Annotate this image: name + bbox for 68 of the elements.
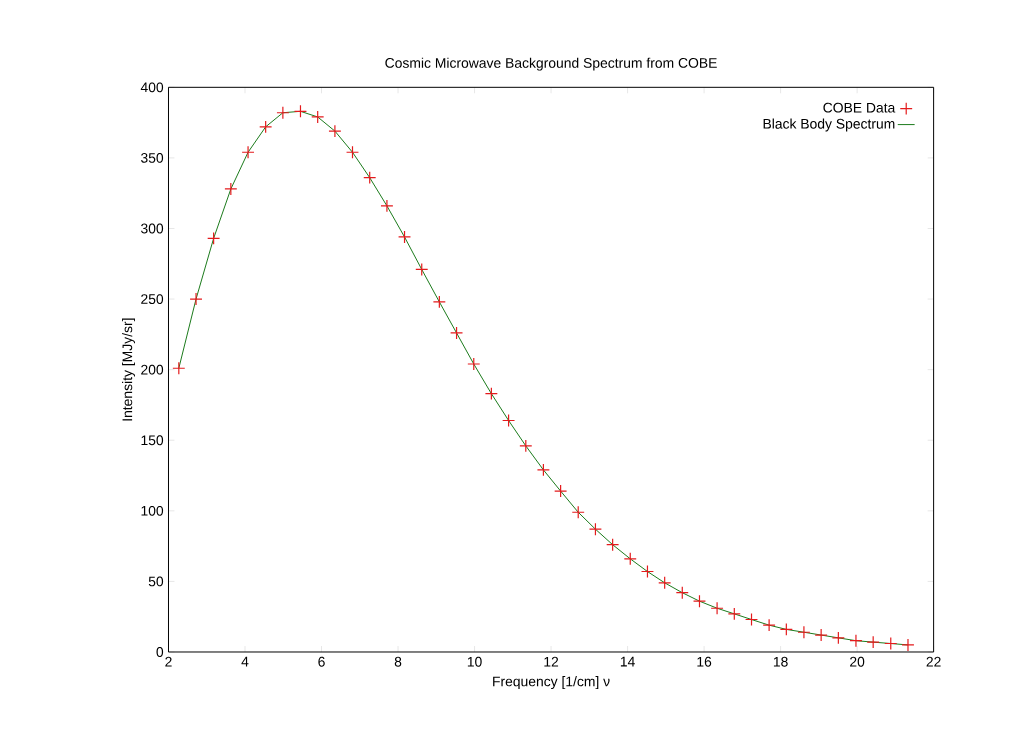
point — [692, 594, 707, 608]
point — [814, 628, 828, 642]
point — [727, 607, 741, 621]
point — [797, 625, 811, 639]
y-tick-label: 350 — [141, 152, 164, 163]
point — [380, 199, 394, 213]
point — [345, 145, 360, 159]
y-tick-label: 250 — [141, 293, 164, 304]
point — [831, 631, 845, 645]
point — [311, 110, 325, 124]
x-tick-label: 14 — [620, 656, 635, 667]
point — [901, 638, 915, 652]
chart-title: Cosmic Microwave Background Spectrum from COBE — [385, 57, 717, 71]
x-tick-label: 10 — [467, 656, 482, 667]
point — [189, 292, 203, 306]
point — [293, 104, 308, 118]
x-tick-label: 20 — [850, 656, 865, 667]
point — [207, 231, 221, 245]
x-tick-label: 16 — [697, 656, 712, 667]
y-tick-label: 100 — [141, 505, 164, 516]
y-tick-label: 0 — [156, 646, 164, 657]
x-tick-label: 4 — [241, 656, 249, 667]
point — [415, 262, 429, 276]
point — [884, 636, 898, 650]
legend-label: Black Body Spectrum — [763, 118, 895, 132]
y-tick-label: 50 — [148, 576, 164, 587]
point — [675, 585, 689, 600]
point — [276, 106, 290, 120]
x-tick-label: 18 — [773, 656, 788, 667]
x-tick-label: 6 — [318, 656, 325, 667]
y-tick-label: 200 — [141, 364, 164, 375]
point — [172, 361, 186, 375]
point — [484, 386, 498, 401]
point — [623, 552, 637, 566]
point — [571, 505, 585, 519]
x-tick-label: 2 — [165, 656, 172, 667]
point — [241, 145, 255, 159]
point — [658, 576, 672, 590]
y-tick-label: 300 — [141, 223, 164, 234]
x-axis-title: Frequency [1/cm] ν — [493, 675, 610, 689]
point — [363, 170, 377, 185]
point — [467, 357, 481, 371]
x-tick-label: 12 — [544, 656, 559, 667]
point — [866, 635, 880, 649]
point — [328, 124, 342, 138]
x-tick-label: 22 — [926, 656, 941, 667]
point — [762, 618, 776, 632]
point — [554, 484, 568, 498]
point — [640, 564, 655, 578]
point — [849, 633, 863, 648]
point — [710, 601, 724, 615]
point — [536, 463, 550, 477]
point — [588, 522, 602, 536]
point — [432, 295, 446, 309]
point — [606, 537, 620, 552]
point — [744, 612, 759, 626]
y-tick-label: 150 — [141, 435, 164, 445]
x-tick-label: 8 — [394, 656, 402, 667]
point — [224, 182, 238, 196]
point — [259, 120, 273, 134]
point — [397, 230, 412, 244]
y-axis-title: Intensity [MJy/sr] — [122, 318, 135, 421]
point — [502, 413, 516, 427]
point — [779, 622, 793, 636]
legend-label: COBE Data — [823, 102, 896, 113]
y-tick-label: 400 — [140, 82, 164, 93]
point — [519, 439, 533, 453]
point — [450, 326, 464, 340]
